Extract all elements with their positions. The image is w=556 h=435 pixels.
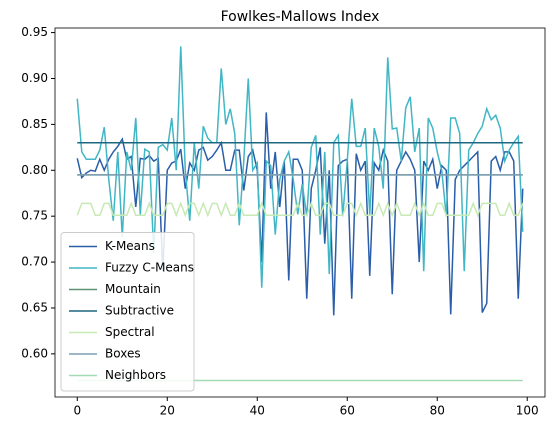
- legend-label: Spectral: [105, 325, 155, 339]
- series-line: [76, 201, 524, 218]
- x-tick-label: 100: [516, 404, 539, 418]
- legend-label: Subtractive: [105, 304, 174, 318]
- y-tick-label: 0.90: [21, 71, 48, 85]
- y-tick-label: 0.85: [21, 117, 48, 131]
- x-tick-label: 20: [160, 404, 175, 418]
- x-tick-label: 60: [340, 404, 355, 418]
- chart-title: Fowlkes-Mallows Index: [221, 9, 380, 25]
- legend-label: Boxes: [105, 347, 141, 361]
- legend-label: Fuzzy C-Means: [105, 261, 194, 275]
- y-tick-label: 0.95: [21, 25, 48, 39]
- x-tick-label: 80: [430, 404, 445, 418]
- y-tick-label: 0.75: [21, 209, 48, 223]
- legend-label: Mountain: [105, 282, 161, 296]
- series-line: [76, 46, 524, 288]
- y-tick-label: 0.80: [21, 163, 48, 177]
- legend-label: K-Means: [105, 239, 155, 253]
- x-tick-label: 0: [73, 404, 81, 418]
- legend-box: [60, 232, 195, 392]
- series-line: [76, 112, 524, 316]
- legend-label: Neighbors: [105, 368, 166, 382]
- x-tick-label: 40: [250, 404, 265, 418]
- y-tick-label: 0.60: [21, 346, 48, 360]
- y-tick-label: 0.70: [21, 255, 48, 269]
- y-tick-label: 0.65: [21, 300, 48, 314]
- plot-frame: [54, 27, 546, 398]
